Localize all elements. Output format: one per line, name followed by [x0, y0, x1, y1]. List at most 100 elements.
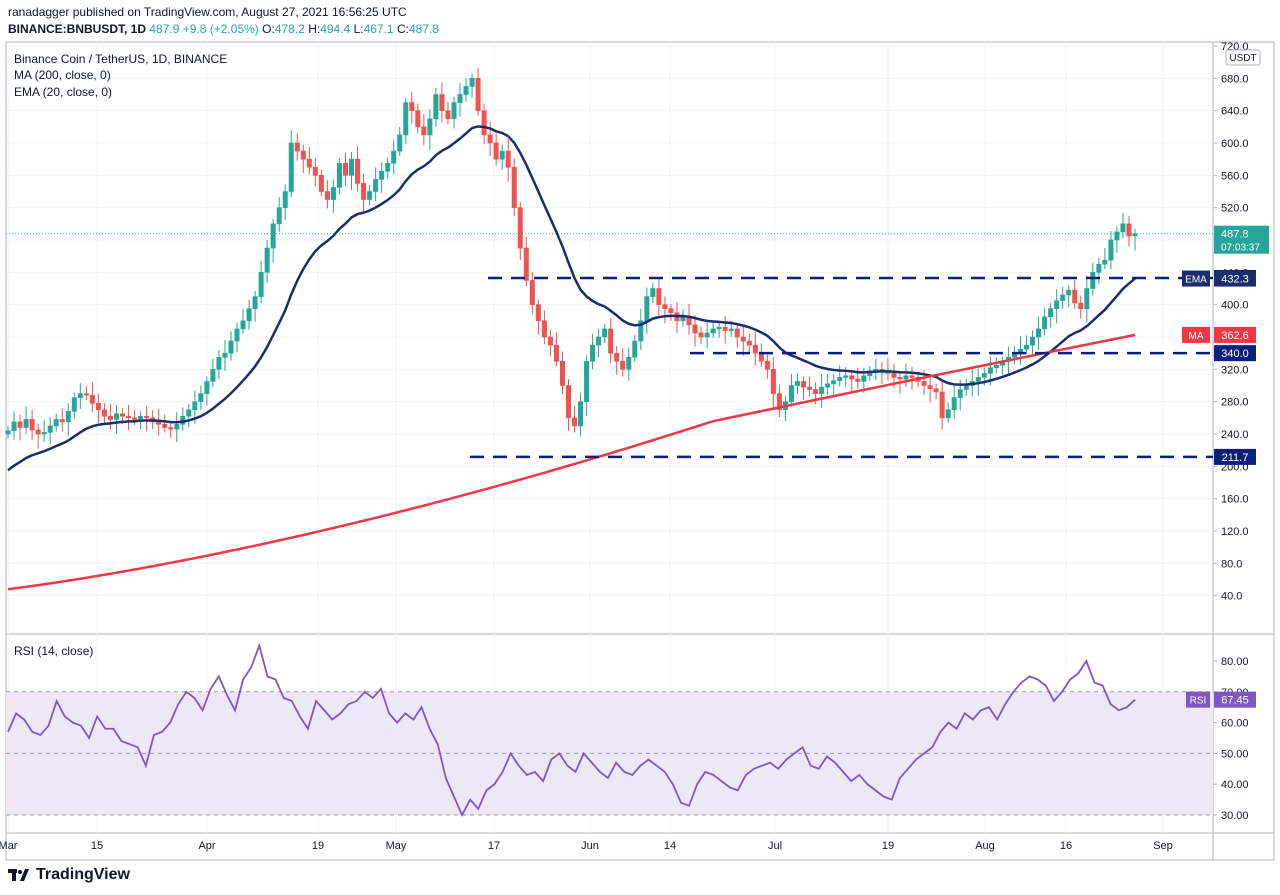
ma-legend[interactable]: MA (200, close, 0) [14, 68, 111, 82]
rsi-legend[interactable]: RSI (14, close) [14, 644, 94, 658]
tradingview-icon [8, 867, 30, 883]
candle-up [234, 328, 240, 342]
level-tag-label: 340.0 [1221, 348, 1249, 360]
candle-down [764, 360, 770, 370]
candle-up [1090, 272, 1096, 289]
x-tick-label: Jun [581, 840, 599, 852]
candle-down [162, 423, 168, 428]
candle-up [330, 187, 336, 200]
candle-down [668, 308, 674, 314]
candle-up [210, 369, 216, 382]
candle-up [728, 328, 734, 331]
candle-up [222, 352, 228, 358]
candle-down [439, 94, 445, 111]
candle-down [656, 288, 662, 305]
candle-down [487, 134, 493, 144]
candle-down [421, 126, 427, 136]
y-tick-label: 280.0 [1221, 397, 1249, 409]
candle-up [837, 377, 843, 381]
candle-up [602, 328, 608, 338]
candle-down [572, 417, 578, 427]
candle-up [1120, 223, 1126, 233]
candles [5, 67, 1138, 449]
candle-up [451, 102, 457, 120]
candle-down [662, 304, 668, 310]
candle-down [722, 326, 728, 331]
low-value: 467.1 [363, 22, 394, 36]
rsi-value-tag [1214, 691, 1256, 708]
candle-up [981, 373, 987, 378]
candle-up [5, 430, 11, 435]
rsi-y-tick-label: 80.00 [1221, 656, 1249, 668]
candle-up [288, 142, 294, 192]
candle-down [529, 280, 535, 305]
close-value: 487.8 [408, 22, 439, 36]
series-value-tag-label: 362.6 [1221, 330, 1249, 342]
candle-down [83, 393, 89, 396]
candle-down [318, 175, 324, 192]
candle-up [1096, 263, 1102, 273]
candle-down [849, 375, 855, 380]
candle-up [1036, 328, 1042, 338]
y-tick-label: 320.0 [1221, 364, 1249, 376]
candle-down [776, 393, 782, 411]
candle-up [788, 385, 794, 402]
candle-down [807, 386, 813, 390]
candle-up [349, 158, 355, 176]
candle-down [306, 158, 312, 168]
candle-up [379, 170, 385, 180]
candle-down [445, 110, 451, 120]
candle-down [481, 110, 487, 136]
candle-up [626, 356, 632, 370]
y-tick-label: 160.0 [1221, 494, 1249, 506]
rsi-y-tick-label: 60.00 [1221, 718, 1249, 730]
candle-up [710, 328, 716, 334]
candle-up [590, 344, 596, 362]
x-tick-label: 17 [488, 840, 500, 852]
candle-up [1114, 231, 1120, 241]
series-name-tag-label: MA [1189, 331, 1204, 342]
candle-up [578, 401, 584, 427]
candle-down [361, 183, 367, 200]
candle-down [523, 247, 529, 281]
candle-down [120, 413, 126, 417]
candle-down [746, 340, 752, 346]
candle-down [740, 336, 746, 342]
x-tick-label: 19 [882, 840, 894, 852]
candle-up [373, 179, 379, 192]
last-price: 487.9 [149, 22, 180, 36]
candle-down [535, 304, 541, 322]
candle-down [126, 415, 132, 419]
candle-up [204, 381, 210, 394]
tradingview-logo[interactable]: TradingView [8, 866, 130, 884]
ema-legend[interactable]: EMA (20, close, 0) [14, 85, 113, 99]
candle-up [385, 162, 391, 172]
candle-down [559, 360, 565, 386]
candle-up [270, 223, 276, 249]
candle-up [903, 375, 909, 380]
candle-down [517, 207, 523, 249]
candle-down [752, 344, 758, 354]
rsi-y-tick-label: 40.00 [1221, 779, 1249, 791]
candle-up [113, 413, 119, 420]
candle-up [1108, 239, 1114, 261]
candle-up [53, 419, 59, 427]
candle-up [433, 94, 439, 120]
candle-up [1048, 308, 1054, 318]
x-tick-label: Apr [198, 840, 215, 852]
candle-down [801, 381, 807, 388]
rsi-name-tag [1186, 691, 1210, 708]
candle-down [355, 158, 361, 184]
candle-down [933, 388, 939, 393]
candle-down [897, 377, 903, 380]
candle-up [1084, 288, 1090, 310]
chart-title[interactable]: Binance Coin / TetherUS, 1D, BINANCE [14, 52, 228, 66]
candle-up [957, 389, 963, 398]
publish-info: ranadagger published on TradingView.com,… [8, 5, 407, 19]
candle-down [698, 332, 704, 338]
unit-badge-label: USDT [1229, 53, 1256, 64]
rsi-value-tag-label: 67.45 [1221, 695, 1249, 707]
x-tick-label: Jul [768, 840, 782, 852]
change-value: +9.8 (+2.05%) [182, 22, 259, 36]
